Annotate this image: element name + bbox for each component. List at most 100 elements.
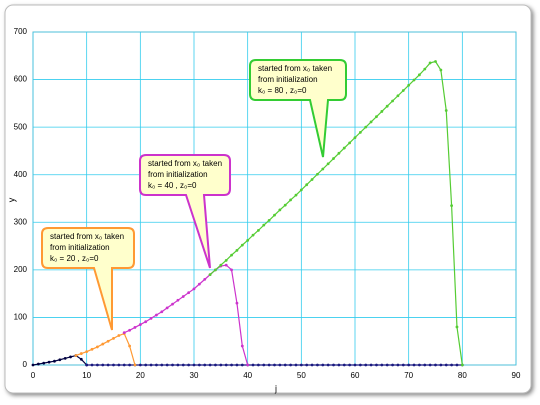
data-point [337,363,341,367]
data-point [283,203,287,207]
data-point [326,363,330,367]
data-point [407,83,411,87]
data-point [224,263,228,267]
data-point [122,363,126,367]
data-point [294,193,298,197]
data-point [36,362,40,366]
data-point [455,325,459,329]
data-point [407,363,411,367]
data-point [450,204,453,208]
data-point [224,363,228,367]
data-point [96,363,99,367]
callout-text: k₀ = 20 , z₀=0 [50,254,99,263]
data-point [144,320,148,324]
data-point [197,282,201,286]
data-point [434,363,437,367]
data-point [85,363,89,367]
data-point [192,363,196,367]
callout-text: from initialization [50,243,110,252]
data-point [112,363,115,367]
data-point [181,363,185,367]
data-point [133,363,137,367]
y-tick-label: 0 [23,360,28,369]
data-point [369,363,373,367]
data-point [257,228,260,232]
data-point [160,363,164,367]
data-point [122,331,126,335]
data-point [460,363,464,367]
data-point [364,363,368,367]
data-point [224,258,228,262]
data-point [337,151,341,155]
data-point [42,361,46,365]
data-point [299,363,303,367]
data-point [165,306,169,310]
y-tick-label: 100 [14,313,28,322]
data-point [423,363,427,367]
data-point [348,141,352,145]
data-point [128,328,132,332]
data-point [69,355,72,359]
x-axis-label: j [274,383,277,393]
data-point [380,110,384,113]
data-point [262,363,266,367]
callout-text: started from x₀ taken [258,64,332,73]
data-point [203,363,207,367]
data-point [423,67,427,71]
data-point [63,356,67,360]
data-point [144,363,148,367]
data-point [375,363,378,367]
data-point [450,363,453,367]
data-point [262,223,266,227]
data-point [128,344,132,348]
data-point [428,61,432,65]
callout-bubble [41,227,135,331]
callout-text: k₀ = 40 , z₀=0 [148,181,197,190]
data-point [181,295,185,298]
callout: started from x₀ taken from initialization… [249,59,347,158]
data-point [326,162,330,166]
data-point [444,109,448,112]
data-point [321,363,325,367]
data-point [138,323,142,326]
data-point [160,310,164,314]
x-tick-label: 20 [136,371,145,380]
data-point [358,363,362,367]
data-point [90,363,94,367]
data-point [332,363,335,367]
data-point [310,178,314,181]
data-point [90,347,94,351]
data-point [418,363,421,367]
data-point [197,363,201,367]
x-tick-label: 30 [190,371,199,380]
callout-text: started from x₀ taken [50,232,124,241]
data-point [171,363,174,367]
y-axis-label: y [6,197,16,202]
callout: started from x₀ taken from initialization… [139,154,231,269]
data-point [321,167,325,171]
data-point [219,363,223,367]
data-point [353,363,357,367]
data-point [106,363,110,367]
data-point [396,94,400,98]
data-point [428,363,432,367]
callout-text: from initialization [148,170,208,179]
data-point [187,291,191,295]
x-tick-label: 0 [31,371,36,380]
data-point [278,363,282,367]
data-point [332,157,335,160]
data-point [106,339,110,343]
data-point [391,99,394,103]
data-point [353,136,357,140]
data-point [305,363,309,367]
data-point [53,359,56,363]
data-point [117,334,121,337]
x-tick-label: 40 [243,371,252,380]
data-point [155,363,158,367]
data-point [396,363,400,367]
x-tick-label: 60 [351,371,360,380]
data-point [418,73,421,77]
data-point [176,363,180,367]
data-point [240,344,244,348]
data-point [289,198,292,202]
